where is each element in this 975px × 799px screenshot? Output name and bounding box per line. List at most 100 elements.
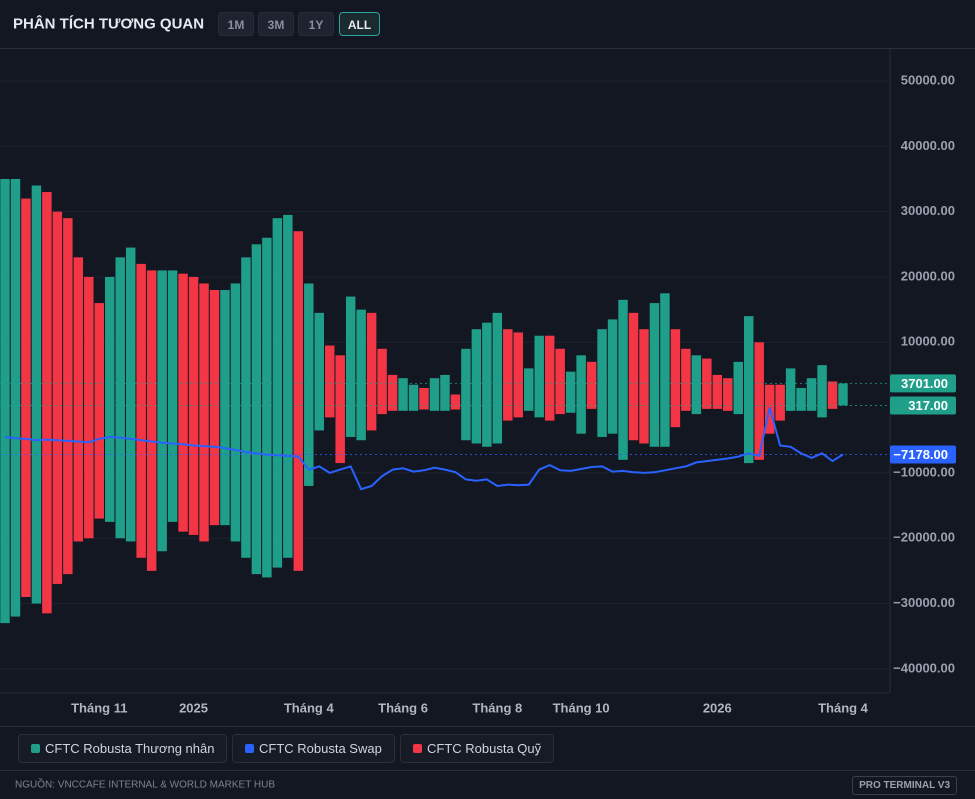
x-tick-label: Tháng 4 (284, 700, 335, 715)
legend-item: CFTC Robusta Thương nhân (18, 734, 228, 763)
bar (21, 198, 31, 597)
bar (712, 374, 723, 409)
source: NGUỒN: VNCCAFE INTERNAL & WORLD MARKET H… (15, 779, 276, 791)
bar (335, 355, 345, 464)
bar (230, 283, 241, 542)
price-label: 317.00 (908, 398, 948, 413)
bar (84, 276, 94, 539)
bar (356, 309, 366, 441)
divider (0, 726, 975, 727)
bar (220, 290, 230, 526)
bar (817, 365, 827, 418)
price-label-box (890, 396, 956, 415)
line (4, 407, 844, 491)
bar (209, 290, 220, 526)
bar (115, 257, 125, 539)
bar (167, 270, 178, 522)
bar (408, 384, 419, 411)
bar (283, 214, 293, 558)
x-tick-label: 2025 (179, 700, 208, 715)
legend-item: CFTC Robusta Quỹ (400, 734, 555, 763)
bar (649, 303, 660, 447)
bar (618, 299, 628, 460)
bar (324, 345, 335, 418)
bar (387, 374, 398, 411)
bar (188, 276, 199, 535)
bar (838, 383, 848, 406)
bar (524, 368, 534, 411)
bar (607, 319, 618, 434)
y-tick-label: −30000.00 (893, 595, 955, 610)
bar (785, 368, 796, 411)
bar (304, 283, 314, 486)
bar (199, 283, 209, 542)
legend-swatch (245, 744, 254, 753)
bar (471, 329, 482, 444)
bar (63, 218, 73, 575)
bar (723, 378, 733, 411)
bar (440, 374, 450, 411)
bar (251, 244, 262, 575)
bar (628, 312, 639, 441)
x-tick-label: 2026 (703, 700, 732, 715)
bar (398, 378, 408, 411)
page-title: PHÂN TÍCH TƯƠNG QUAN (13, 15, 205, 33)
bar (544, 335, 555, 421)
legend-label: CFTC Robusta Thương nhân (45, 741, 215, 756)
range-button[interactable]: 1Y (298, 12, 334, 36)
bar (31, 185, 42, 604)
bar (743, 316, 754, 464)
bar (806, 378, 817, 411)
bar (146, 270, 157, 571)
bar (513, 332, 524, 418)
y-tick-label: −10000.00 (893, 464, 955, 479)
x-tick-label: Tháng 8 (472, 700, 522, 715)
bar (597, 329, 607, 437)
range-button[interactable]: 3M (258, 12, 294, 36)
range-button[interactable]: 1M (218, 12, 254, 36)
x-tick-label: Tháng 6 (378, 700, 428, 715)
bar (827, 381, 838, 409)
bar (366, 312, 377, 431)
legend-swatch (413, 744, 422, 753)
bar (775, 384, 785, 421)
y-tick-label: −40000.00 (893, 660, 955, 675)
bar (345, 296, 356, 437)
price-label-box (890, 445, 956, 464)
bar (691, 355, 702, 415)
bar (450, 394, 461, 410)
bar (419, 387, 429, 410)
legend-item: CFTC Robusta Swap (232, 734, 395, 763)
bar (377, 348, 387, 415)
bar (94, 303, 105, 519)
bar (157, 270, 167, 552)
bar (492, 312, 503, 444)
bar (241, 257, 251, 558)
bar (733, 361, 743, 415)
price-label: −7178.00 (893, 447, 948, 462)
bar (565, 371, 576, 413)
chart: 50000.00 40000.00 30000.00 20000.00 10000.00… (0, 49, 956, 715)
badge: PRO TERMINAL V3 (852, 776, 957, 795)
bar (555, 348, 565, 415)
bar (639, 329, 649, 444)
y-tick-label: −20000.00 (893, 530, 955, 545)
x-tick-label: Tháng 4 (818, 700, 869, 715)
bar (125, 247, 136, 542)
bar (503, 329, 513, 421)
legend-swatch (31, 744, 40, 753)
bar (293, 231, 304, 571)
bar (272, 218, 283, 568)
bar (136, 263, 146, 558)
range-button[interactable]: ALL (339, 12, 380, 36)
bar (0, 178, 10, 624)
legend-label: CFTC Robusta Quỹ (427, 741, 542, 756)
bar (681, 348, 691, 411)
divider (0, 48, 975, 49)
price-label: 3701.00 (901, 376, 948, 391)
bar (796, 387, 806, 411)
bar (42, 192, 52, 614)
y-tick-label: 50000.00 (901, 72, 955, 87)
bar (670, 329, 681, 428)
